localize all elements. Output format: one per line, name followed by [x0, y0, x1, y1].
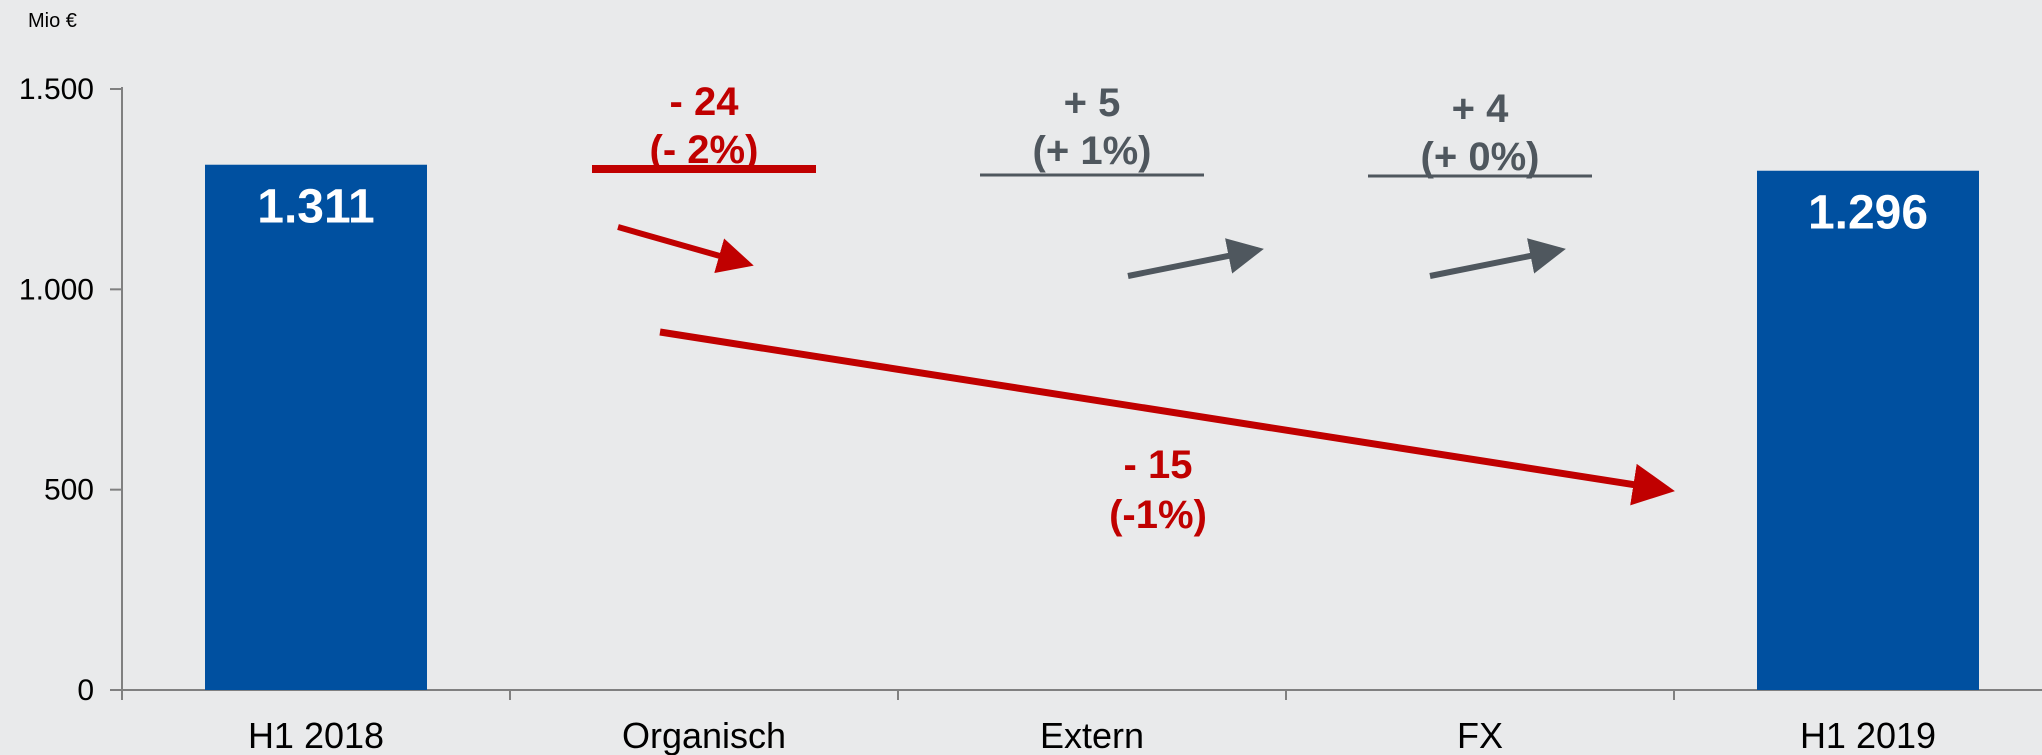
delta-value-label: + 4: [1452, 87, 1509, 131]
x-tick-label: H1 2018: [248, 715, 384, 755]
bar-h1-2019: [1757, 170, 1979, 691]
x-tick-label: Extern: [1040, 715, 1144, 755]
delta-arrow-icon: [617, 224, 754, 274]
bar-value-label: 1.296: [1808, 187, 1928, 240]
y-tick-label: 500: [44, 474, 94, 507]
bar-h1-2018: [205, 164, 427, 690]
total-change-percent-label: (-1%): [1109, 493, 1207, 537]
x-tick-label: H1 2019: [1800, 715, 1936, 755]
delta-percent-label: (+ 0%): [1421, 135, 1540, 179]
bar-value-label: 1.311: [257, 181, 374, 234]
total-change-value-label: - 15: [1124, 443, 1193, 487]
y-tick-label: 1.000: [19, 273, 94, 306]
delta-value-label: - 24: [670, 80, 740, 124]
delta-value-label: + 5: [1064, 81, 1121, 125]
x-tick-label: Organisch: [622, 715, 786, 755]
unit-label: Mio €: [28, 10, 77, 32]
x-tick-label: FX: [1457, 715, 1503, 755]
delta-percent-label: (- 2%): [650, 128, 759, 172]
delta-percent-label: (+ 1%): [1033, 129, 1152, 173]
y-tick-label: 0: [77, 674, 94, 707]
delta-arrow-icon: [1127, 238, 1264, 279]
y-tick-label: 1.500: [19, 73, 94, 106]
delta-arrow-icon: [1429, 238, 1566, 279]
total-change-arrow-icon: [659, 328, 1675, 506]
